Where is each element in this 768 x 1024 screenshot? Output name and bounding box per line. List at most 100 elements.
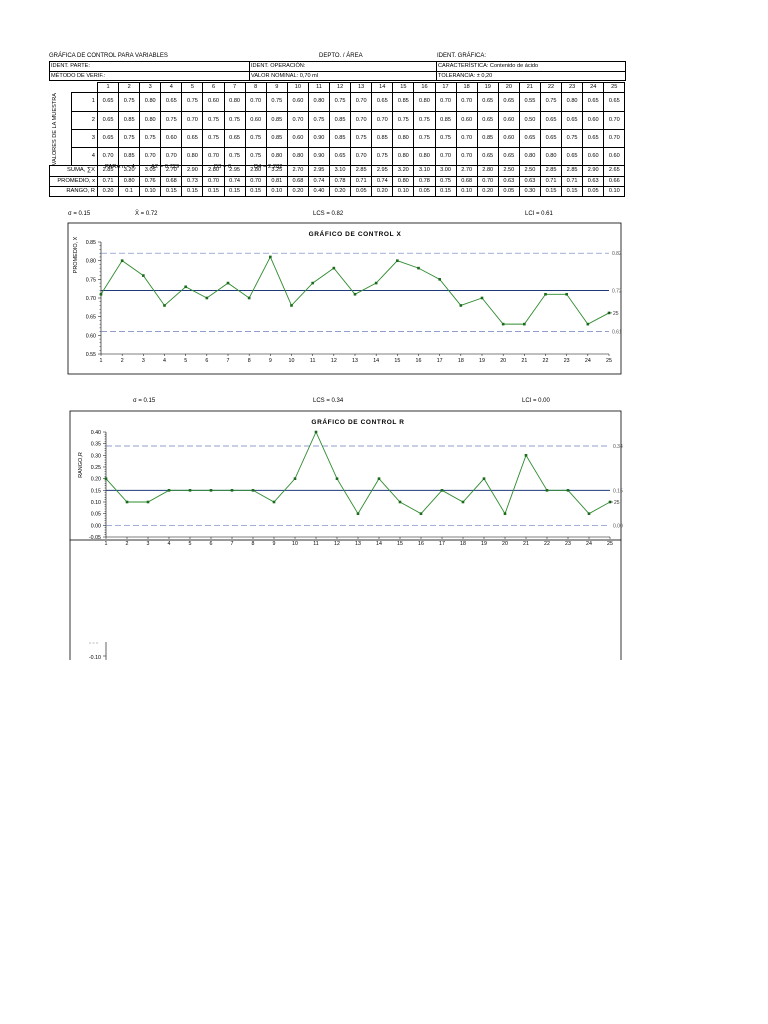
data-point <box>142 274 145 277</box>
data-point <box>332 266 336 270</box>
x-tick-label: 13 <box>352 358 358 364</box>
y-tick-label: 0.60 <box>86 333 96 339</box>
x-tick-label: 6 <box>210 541 213 547</box>
end-marker-label: 25 <box>614 500 620 506</box>
data-point <box>353 292 357 296</box>
data-point <box>167 489 171 492</box>
x-tick-label: 4 <box>163 358 166 364</box>
x-tick-label: 18 <box>458 358 464 364</box>
x-tick-label: 11 <box>313 541 319 547</box>
r-chart-lcl: LCI = 0.00 <box>522 398 550 404</box>
data-point <box>419 512 423 515</box>
data-point <box>377 477 381 480</box>
ucl-label: 0.82 <box>612 251 622 257</box>
data-point <box>398 500 402 504</box>
lcl-label: 0.00 <box>613 523 623 529</box>
x-tick-label: 15 <box>394 358 400 364</box>
ucl-label: 0.34 <box>613 444 623 450</box>
x-tick-label: 4 <box>168 541 171 547</box>
data-point <box>482 477 486 480</box>
x-tick-label: 22 <box>544 541 550 547</box>
y-tick-label: 0.70 <box>86 296 96 302</box>
x-tick-label: 3 <box>142 358 145 364</box>
chart-id-label: IDENT. GRÁFICA: <box>437 53 487 59</box>
x-tick-label: 22 <box>543 358 549 364</box>
y-tick-label: 0.15 <box>91 488 101 494</box>
data-point <box>461 500 465 504</box>
data-point <box>251 489 255 492</box>
r-chart-lower-tick-label: -0.10 <box>89 655 101 661</box>
data-point <box>120 259 124 262</box>
data-point <box>99 292 103 296</box>
x-tick-label: 8 <box>248 358 251 364</box>
data-point <box>438 278 441 281</box>
data-point <box>230 489 234 492</box>
y-tick-label: 0.00 <box>91 523 101 529</box>
data-point <box>184 285 187 289</box>
chart-title: GRÁFICO DE CONTROL R <box>311 417 404 426</box>
y-tick-label: 0.05 <box>91 512 101 518</box>
x-tick-label: 11 <box>310 358 316 364</box>
sample-table: 1 2 3 4 5 6 7 8 9 10 11 12 13 14 15 16 17 18 19 20 21 22 23 24 2… <box>49 81 626 198</box>
x-tick-label: 16 <box>416 358 422 364</box>
x-tick-label: 10 <box>289 358 295 364</box>
data-point <box>188 489 192 492</box>
x-chart-sigma: σ = 0.15 <box>68 211 91 217</box>
data-point <box>290 304 293 307</box>
chart-frame <box>69 410 622 541</box>
data-point <box>205 296 209 300</box>
data-point <box>459 304 463 307</box>
x-tick-label: 3 <box>147 541 150 547</box>
data-point <box>356 512 360 515</box>
data-point <box>480 296 484 300</box>
x-tick-label: 6 <box>205 358 208 364</box>
x-chart-ucl: LCS = 0.82 <box>313 211 344 217</box>
x-tick-label: 5 <box>189 541 192 547</box>
y-tick-label: 0.80 <box>86 259 96 265</box>
x-tick-label: 19 <box>481 541 487 547</box>
x-tick-label: 5 <box>184 358 187 364</box>
department-label: DEPTO. / ÁREA <box>319 53 363 59</box>
constants-row: PARA n = 4; A2 = 0.729 D3 = 0 D4 = 2.282 <box>49 164 625 174</box>
tolerance-field: TOLERANCIA: ± 0,20 <box>436 70 626 82</box>
data-point <box>209 489 213 492</box>
data-point <box>314 430 318 434</box>
data-point <box>335 477 339 480</box>
x-tick-label: 16 <box>418 541 424 547</box>
x-tick-label: 8 <box>252 541 255 547</box>
data-point <box>311 281 314 285</box>
x-tick-label: 12 <box>334 541 340 547</box>
x-tick-label: 15 <box>397 541 403 547</box>
x-tick-label: 17 <box>437 358 443 364</box>
x-tick-label: 24 <box>585 358 591 364</box>
data-point <box>587 512 591 515</box>
x-chart-center: X̄ = 0.72 <box>135 211 158 217</box>
data-point <box>503 512 507 515</box>
data-point <box>163 304 166 307</box>
x-tick-label: 23 <box>565 541 571 547</box>
x-tick-label: 14 <box>373 358 379 364</box>
sample-data-grid: 1 2 3 4 5 6 7 8 9 10 11 12 13 14 15 16 17 18 19 20 21 22 23 24 2… <box>49 81 626 198</box>
x-tick-label: 25 <box>607 541 613 547</box>
data-point <box>545 489 549 492</box>
x-tick-label: 2 <box>121 358 124 364</box>
end-marker-label: 25 <box>613 311 619 317</box>
x-tick-label: 9 <box>269 358 272 364</box>
data-point <box>566 489 570 492</box>
data-point <box>146 500 150 504</box>
y-tick-label: 0.25 <box>91 465 101 471</box>
data-point <box>247 296 251 300</box>
y-tick-label: 0.75 <box>86 277 96 283</box>
chart-frame <box>67 222 622 375</box>
x-tick-label: 7 <box>227 358 230 364</box>
constant-d4: D4 = 2.282 <box>254 164 283 170</box>
x-tick-label: 20 <box>502 541 508 547</box>
form-title: GRÁFICA DE CONTROL PARA VARIABLES <box>49 53 168 59</box>
x-tick-label: 17 <box>439 541 445 547</box>
data-point <box>226 281 230 285</box>
x-tick-label: 25 <box>606 358 612 364</box>
data-point <box>272 500 276 504</box>
chart-title: GRÁFICO DE CONTROL X <box>309 229 402 238</box>
table-cell: 0.70 <box>603 110 626 130</box>
